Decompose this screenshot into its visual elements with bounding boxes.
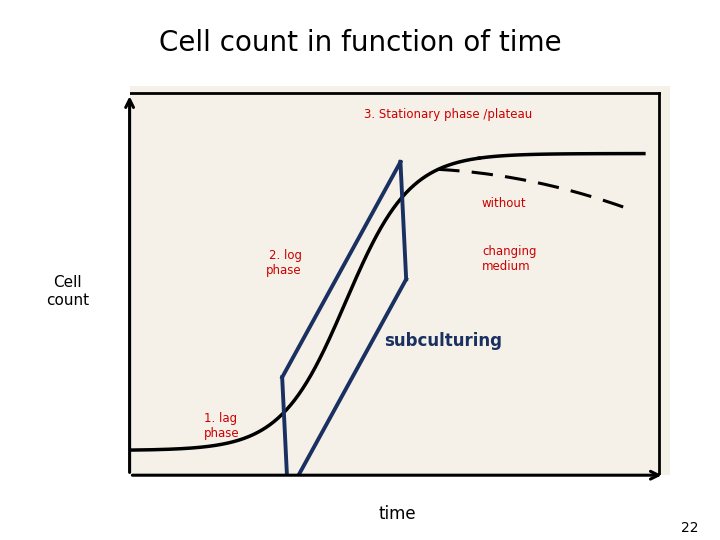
Text: 2. log
phase: 2. log phase bbox=[266, 249, 302, 277]
Text: 3. Stationary phase /plateau: 3. Stationary phase /plateau bbox=[364, 108, 532, 121]
Text: subculturing: subculturing bbox=[384, 332, 502, 350]
Text: 1. lag
phase: 1. lag phase bbox=[204, 411, 240, 440]
Text: without: without bbox=[482, 197, 526, 210]
Text: time: time bbox=[378, 505, 416, 523]
Text: Cell
count: Cell count bbox=[46, 275, 89, 308]
Text: Cell count in function of time: Cell count in function of time bbox=[158, 29, 562, 57]
Text: changing
medium: changing medium bbox=[482, 246, 536, 273]
Text: 22: 22 bbox=[681, 521, 698, 535]
